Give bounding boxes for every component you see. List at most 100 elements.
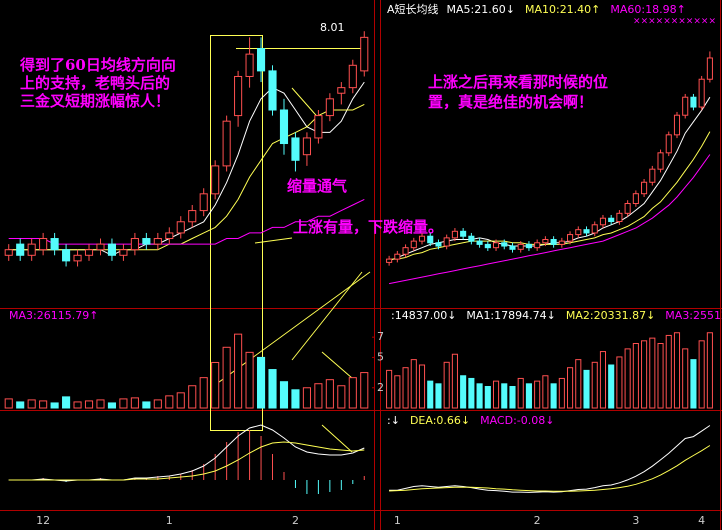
candle-body (443, 237, 450, 247)
legend-entry: :↓ (387, 414, 400, 427)
candle-body (291, 137, 300, 161)
candle-body (245, 53, 254, 77)
volume-bar (649, 337, 656, 409)
volume-bar (279, 381, 289, 409)
volume-bar (360, 372, 369, 409)
candle-body (706, 57, 713, 80)
volume-bar (188, 385, 197, 409)
volume-bar (575, 359, 582, 409)
volume-bar (616, 356, 623, 409)
volume-bar (291, 389, 300, 409)
macd-line (8, 424, 365, 482)
candle-body (632, 193, 639, 205)
volume-bar (256, 356, 266, 409)
candle-body (96, 243, 105, 251)
macd-line (8, 441, 365, 481)
candle-body (360, 36, 369, 72)
volume-bar (451, 353, 458, 409)
x-tick-label: 3 (632, 514, 639, 527)
volume-bar (84, 400, 94, 409)
volume-bar (4, 398, 13, 409)
candle-body (153, 238, 162, 245)
volume-bar (657, 343, 664, 409)
candle-body (641, 181, 648, 195)
volume-bar (199, 377, 208, 409)
volume-bar (517, 377, 524, 409)
volume-bar (418, 364, 426, 409)
candle-body (583, 229, 590, 234)
legend-entry: MA5:21.60↓ (447, 3, 515, 16)
candle-body (575, 229, 582, 236)
x-tick-label: 1 (166, 514, 173, 527)
volume-bar (337, 385, 346, 409)
ma-line (8, 198, 365, 245)
volume-bar (176, 392, 185, 409)
volume-bar (348, 377, 357, 409)
x-tick-label: 1 (394, 514, 401, 527)
annotation: 上涨之后再来看那时候的位 (428, 73, 608, 91)
candle-body (558, 240, 565, 245)
volume-bar (468, 377, 475, 409)
candle-body (591, 224, 598, 234)
candle-body (268, 70, 277, 111)
volume-bar (268, 369, 277, 409)
candle-body (542, 238, 549, 244)
volume-bar (211, 361, 220, 409)
volume-bar (542, 375, 549, 409)
volume-bar (509, 386, 516, 409)
volume-bar (39, 400, 48, 409)
candle-body (492, 242, 500, 249)
volume-bar (706, 332, 713, 409)
volume-bar (673, 332, 681, 409)
legend-entry: MA2:20331.87↓ (566, 309, 655, 322)
candle-body (501, 242, 508, 247)
volume-bar (608, 364, 615, 409)
candle-body (348, 64, 357, 89)
legend-entry: DEA:0.66↓ (410, 414, 470, 427)
candle-body (27, 243, 36, 256)
candle-body (62, 249, 71, 262)
candle-body (50, 238, 59, 251)
volume-bar (492, 380, 500, 409)
volume-bar (165, 395, 174, 409)
macd-line (389, 445, 711, 492)
flag-marks: ××××××××××× (633, 17, 716, 27)
candle-body (410, 240, 417, 249)
volume-bar (27, 399, 36, 409)
annotation: 上的支持，老鸭头后的 (20, 74, 170, 92)
volume-bar (632, 343, 639, 409)
candle-body (165, 232, 174, 240)
candle-body (673, 114, 681, 136)
annotation: 得到了60日均线方向向 (19, 56, 176, 74)
candle-body (534, 242, 541, 249)
volume-bar (62, 396, 71, 409)
ma-line (389, 131, 711, 260)
volume-bar (443, 361, 450, 409)
volume-bar (460, 375, 467, 409)
candle-body (279, 109, 289, 145)
volume-bar (410, 359, 417, 409)
candle-body (107, 243, 117, 256)
x-tick-label: 2 (292, 514, 299, 527)
candle-body (119, 249, 128, 256)
candle-body (567, 234, 574, 242)
volume-bar (96, 399, 105, 409)
volume-bar (525, 383, 532, 409)
candle-body (484, 243, 491, 249)
annotation: 上涨有量，下跌缩量。 (293, 218, 443, 236)
candle-body (199, 193, 208, 212)
volume-bar (314, 383, 323, 409)
candle-body (517, 243, 524, 250)
candle-body (509, 245, 516, 250)
candle-body (176, 221, 185, 234)
x-tick-label: 4 (698, 514, 705, 527)
volume-bar (107, 402, 117, 409)
yellow-markup (210, 35, 371, 453)
candle-body (624, 203, 631, 214)
volume-bar (234, 333, 243, 409)
candle-body (460, 230, 467, 237)
x-tick-label: 2 (534, 514, 541, 527)
volume-bar (550, 383, 557, 409)
